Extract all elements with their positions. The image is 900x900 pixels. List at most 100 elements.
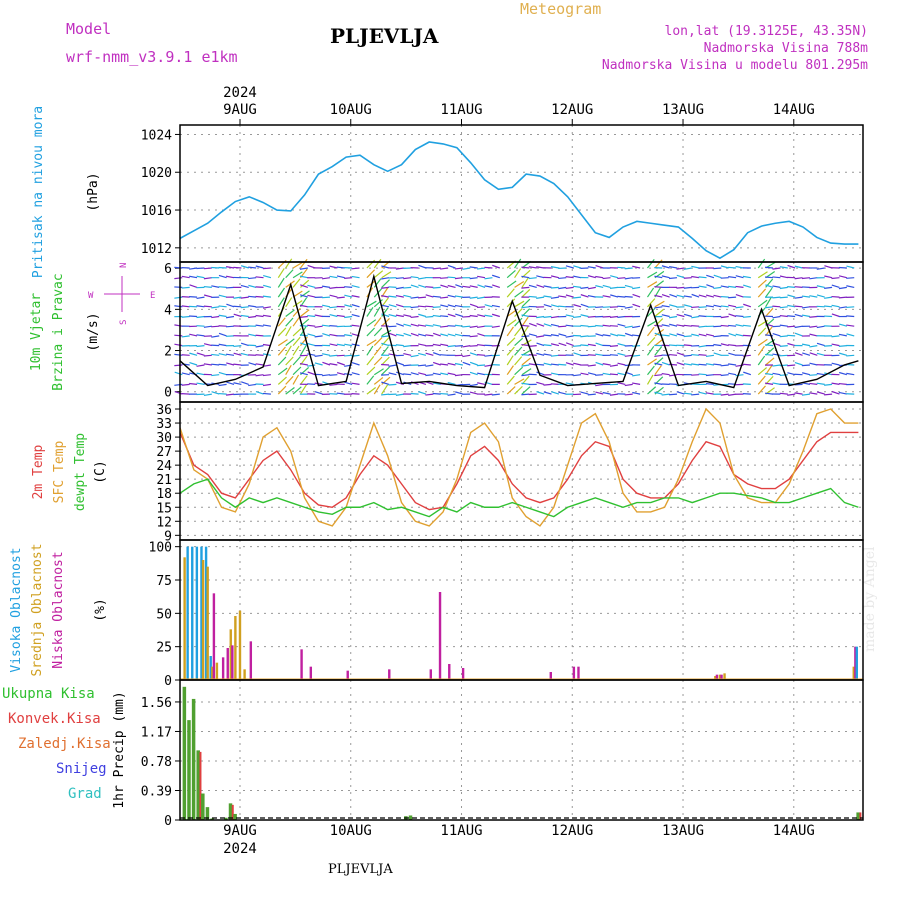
- cloud-bar: [238, 610, 242, 680]
- wind-arrow: [181, 275, 190, 279]
- wind-arrow: [418, 284, 427, 288]
- wind-arrow: [189, 275, 198, 279]
- wind-arrow: [418, 333, 427, 337]
- wind-arrow: [698, 325, 707, 328]
- wind-arrow: [720, 305, 729, 308]
- bottom-day-label: 10AUG: [330, 823, 372, 839]
- wind-arrow: [506, 355, 514, 366]
- wind-arrow: [285, 326, 292, 337]
- wind-arrow: [772, 276, 781, 279]
- wind-arrow: [831, 343, 840, 347]
- wind-arrow: [669, 315, 678, 319]
- wind-arrow: [233, 363, 242, 366]
- wind-arrow: [226, 362, 235, 366]
- wind-arrow: [573, 345, 582, 347]
- precip-legend-3: Snijeg: [56, 761, 107, 777]
- wind-arrow: [595, 306, 604, 309]
- wind-arrow: [610, 275, 619, 279]
- wind-arrow: [602, 324, 611, 327]
- wind-arrow: [816, 391, 825, 395]
- wind-arrow: [668, 363, 678, 366]
- wind-arrow: [447, 362, 456, 366]
- wind-arrow: [824, 275, 833, 279]
- wind-arrow: [477, 267, 486, 270]
- wind-arrow: [772, 364, 781, 367]
- wind-arrow: [609, 345, 619, 347]
- wind-arrow: [277, 277, 285, 288]
- wind-arrow: [225, 315, 235, 319]
- wind-arrow: [536, 352, 545, 356]
- wind-arrow: [573, 352, 582, 356]
- wind-arrow: [432, 392, 441, 395]
- wind-arrow: [381, 356, 390, 366]
- wind-arrow: [794, 305, 803, 308]
- wind-arrow: [240, 314, 249, 318]
- wind-arrow: [203, 343, 212, 347]
- wind-arrow: [366, 356, 375, 366]
- wind-arrow: [292, 327, 302, 337]
- wind-arrow: [447, 264, 456, 269]
- cloud-bar: [723, 673, 726, 680]
- wind-arrow: [609, 286, 619, 289]
- wind-arrow: [521, 298, 531, 308]
- wind-arrow: [440, 333, 449, 337]
- wind-arrow: [285, 269, 294, 279]
- wind-arrow: [484, 393, 493, 396]
- cloud-bar: [195, 546, 199, 680]
- wind-arrow: [395, 333, 404, 337]
- wind-arrow: [300, 284, 309, 288]
- wind-arrow: [713, 267, 722, 270]
- wind-arrow: [720, 295, 729, 298]
- wind-arrow: [543, 295, 552, 298]
- wind-arrow: [728, 352, 737, 356]
- wind-arrow: [181, 286, 190, 289]
- panel-frame: [179, 679, 864, 821]
- wind-arrow: [240, 284, 249, 288]
- wind-arrow: [654, 318, 664, 327]
- wind-arrow: [705, 333, 715, 337]
- wind-arrow: [388, 332, 397, 337]
- y-tick-label: 12: [156, 515, 172, 530]
- wind-arrow: [292, 278, 301, 288]
- wind-arrow: [462, 345, 471, 348]
- top-day-label: 9AUG: [223, 102, 257, 118]
- top-day-label: 12AUG: [551, 102, 593, 118]
- wind-arrow: [602, 284, 611, 288]
- wind-arrow: [609, 393, 619, 396]
- wind-arrow: [698, 363, 707, 366]
- wind-arrow: [336, 296, 345, 299]
- wind-arrow: [543, 323, 552, 327]
- wind-arrow: [203, 294, 213, 298]
- wind-arrow: [669, 277, 678, 280]
- wind-arrow: [647, 365, 655, 376]
- wind-arrow: [779, 335, 788, 338]
- y-tick-label: 30: [156, 431, 172, 446]
- wind-arrow: [307, 284, 316, 288]
- wind-arrow: [565, 265, 574, 269]
- wind-arrow: [735, 324, 744, 327]
- cloud-bar: [243, 669, 246, 680]
- wind-arrow: [329, 374, 338, 376]
- wind-arrow: [433, 352, 441, 356]
- y-tick-label: 4: [164, 303, 172, 318]
- wind-arrow: [418, 352, 427, 356]
- wind-arrow: [713, 352, 722, 356]
- wind-arrow: [705, 383, 714, 385]
- y-tick-label: 33: [156, 417, 172, 432]
- wind-arrow: [432, 267, 441, 270]
- wind-arrow: [440, 363, 449, 366]
- wind-arrow: [395, 267, 404, 270]
- wind-arrow: [713, 343, 722, 347]
- wind-arrow: [484, 304, 493, 308]
- wind-arrow: [831, 277, 840, 280]
- wind-arrow: [706, 294, 715, 298]
- wind-arrow: [558, 333, 567, 337]
- precip-bar-conv: [859, 812, 862, 820]
- wind-arrow: [595, 324, 604, 327]
- wind-arrow: [772, 285, 781, 288]
- wind-arrow: [196, 345, 205, 348]
- wind-arrow: [477, 284, 486, 288]
- wind-arrow: [336, 343, 345, 347]
- wind-arrow: [587, 343, 596, 347]
- wind-arrow: [203, 285, 212, 288]
